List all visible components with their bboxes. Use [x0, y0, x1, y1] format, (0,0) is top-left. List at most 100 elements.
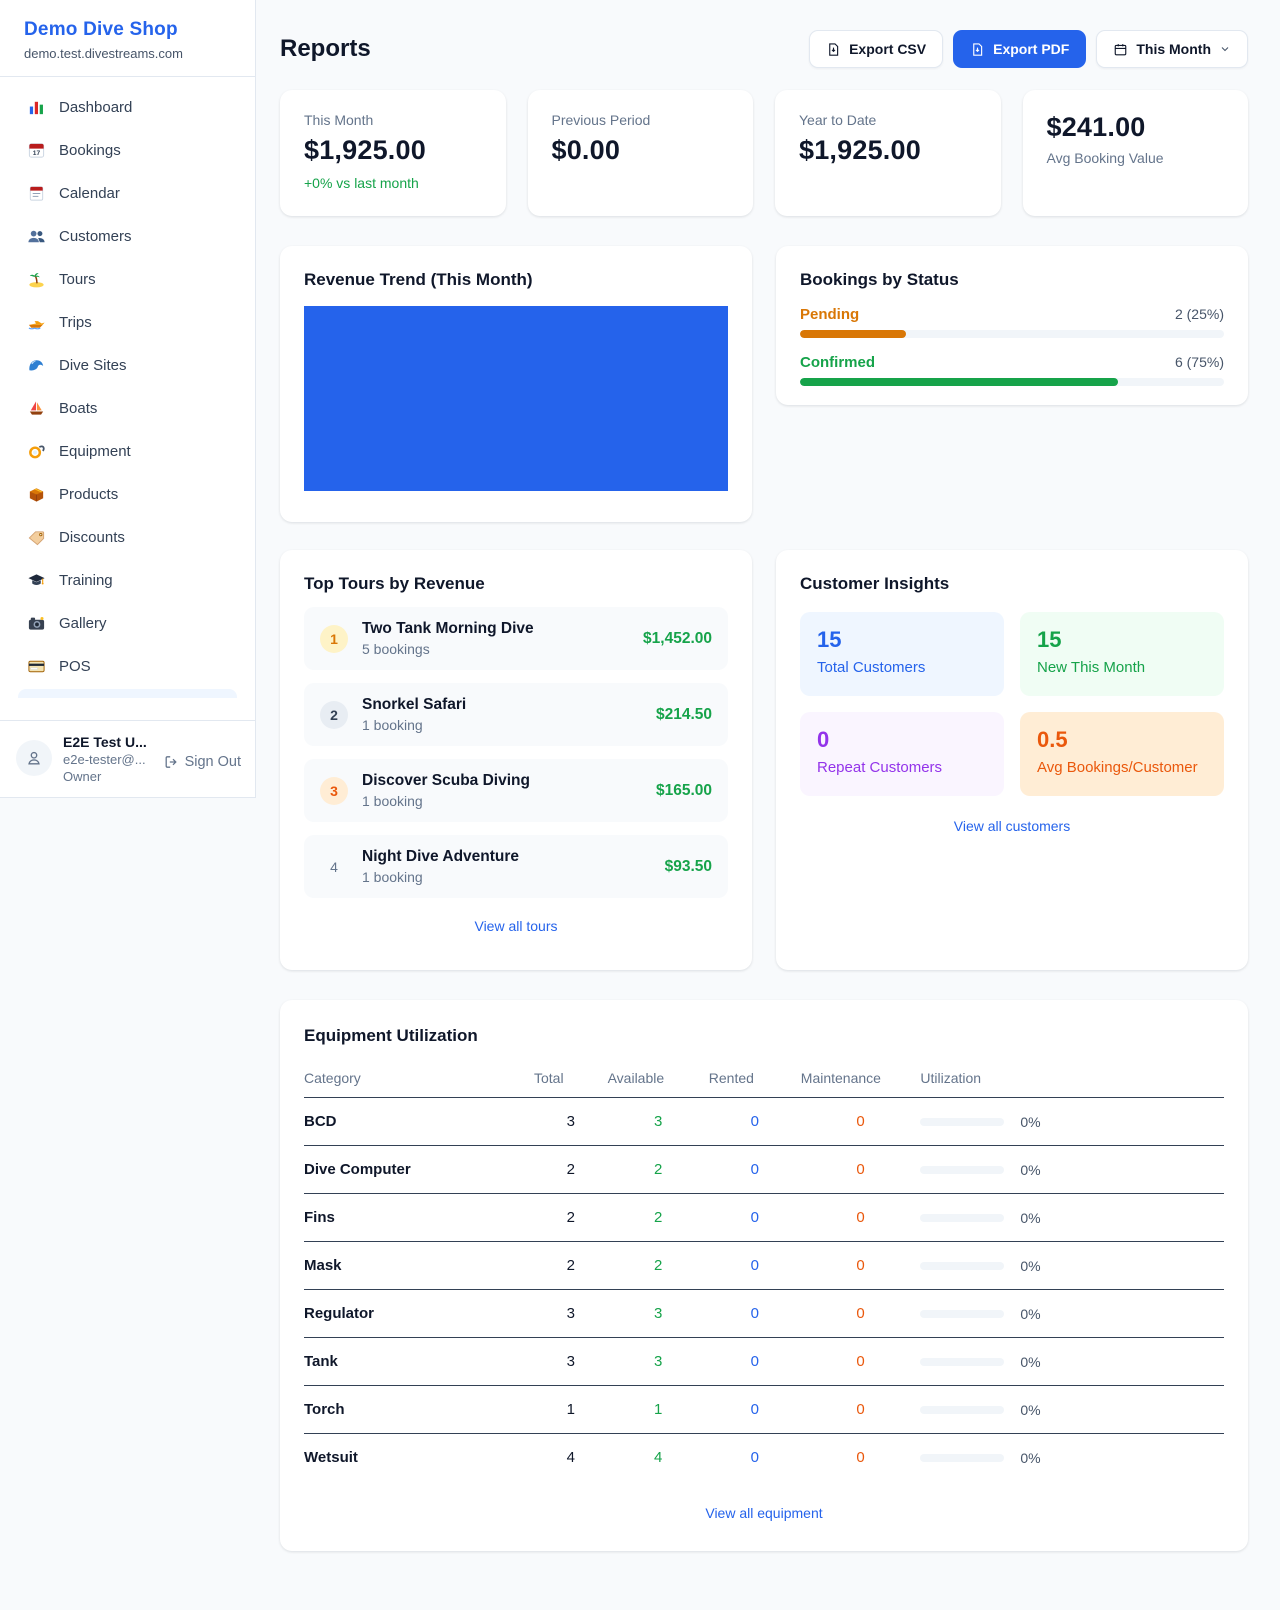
rank-badge: 4	[330, 858, 338, 875]
equipment-utilization-title: Equipment Utilization	[304, 1026, 478, 1045]
sidebar-item-training[interactable]: Training	[16, 560, 239, 600]
export-pdf-button[interactable]: Export PDF	[953, 30, 1087, 68]
page-header: Reports Export CSV Export PDF This Month	[280, 30, 1248, 68]
user-email: e2e-tester@...	[63, 752, 146, 767]
sidebar-item-dashboard[interactable]: Dashboard	[16, 87, 239, 127]
stat-card-previous-period: Previous Period $0.00	[527, 90, 753, 216]
pending-bar-track	[800, 330, 1224, 338]
top-tours-card: Top Tours by Revenue 1 Two Tank Morning …	[280, 550, 752, 970]
table-row: Regulator 3 3 0 0 0%	[304, 1289, 1224, 1338]
sidebar-item-label: Trips	[59, 313, 92, 331]
sidebar-item-label: Products	[59, 485, 119, 503]
utilization-bar	[920, 1309, 1005, 1318]
file-download-icon	[973, 42, 983, 56]
table-row: Wetsuit 4 4 0 0 0%	[304, 1449, 1041, 1466]
table-row: BCD 3 3 0 0 0%	[304, 1097, 1224, 1146]
stats-row: This Month $1,925.00 +0% vs last month P…	[280, 90, 1248, 216]
utilization-bar	[920, 1405, 1005, 1414]
page-title: Reports	[280, 35, 371, 62]
view-all-tours-link[interactable]: View all tours	[474, 918, 558, 934]
camera-icon	[26, 613, 46, 633]
main-content: Reports Export CSV Export PDF This Month…	[256, 0, 1280, 1591]
sign-out-button[interactable]: Sign Out	[163, 754, 241, 770]
sidebar-item-trips[interactable]: Trips	[16, 302, 239, 342]
sidebar-item-label: Tours	[59, 270, 96, 288]
utilization-bar	[920, 1453, 1005, 1462]
stat-card-year-to-date: Year to Date $1,925.00	[775, 90, 1001, 216]
tag-icon	[26, 527, 46, 547]
insight-tile-total-customers: 15 Total Customers	[800, 612, 1004, 696]
header-actions: Export CSV Export PDF This Month	[809, 30, 1248, 68]
user-info: E2E Test U... e2e-tester@... Owner	[63, 734, 152, 784]
graduation-cap-icon	[26, 570, 46, 590]
shop-name: Demo Dive Shop	[24, 19, 178, 40]
chevron-down-icon	[1221, 47, 1229, 52]
user-name: E2E Test U...	[63, 734, 147, 750]
sidebar-item-label: Training	[59, 571, 113, 589]
tour-row: 1 Two Tank Morning Dive 5 bookings $1,45…	[304, 607, 728, 670]
sidebar-item-label: Discounts	[59, 528, 125, 546]
insight-tile-new-this-month: 15 New This Month	[1020, 612, 1224, 696]
utilization-bar	[920, 1117, 1005, 1126]
calendar-date-icon: 17	[26, 140, 46, 160]
table-row: Tank 3 3 0 0 0%	[304, 1337, 1224, 1386]
sidebar-item-pos[interactable]: POS	[16, 646, 239, 686]
equipment-table-header: Category Total Available Rented Maintena…	[304, 1062, 1224, 1098]
sidebar-item-discounts[interactable]: Discounts	[16, 517, 239, 557]
charts-row: Revenue Trend (This Month) Bookings by S…	[280, 246, 1248, 522]
calendar-icon	[1115, 43, 1127, 55]
shop-domain: demo.test.divestreams.com	[24, 46, 183, 61]
sidebar-item-label: Dashboard	[59, 98, 133, 116]
sidebar-item-reports-active[interactable]	[18, 689, 237, 698]
sidebar-item-tours[interactable]: Tours	[16, 259, 239, 299]
top-tours-title: Top Tours by Revenue	[304, 574, 485, 593]
sidebar-item-label: Calendar	[59, 184, 120, 202]
bar-chart-icon	[26, 97, 46, 117]
sidebar-item-label: Customers	[59, 227, 132, 245]
rank-badge: 1	[320, 624, 348, 653]
revenue-trend-chart	[304, 306, 728, 491]
sidebar-item-dive-sites[interactable]: Dive Sites	[16, 345, 239, 385]
rank-badge: 2	[320, 700, 348, 729]
export-csv-button[interactable]: Export CSV	[809, 30, 944, 68]
period-selector[interactable]: This Month	[1096, 30, 1248, 68]
table-row: Mask 2 2 0 0 0%	[304, 1241, 1224, 1290]
tour-row: 2 Snorkel Safari 1 booking $214.50	[304, 683, 728, 746]
sidebar-item-bookings[interactable]: 17 Bookings	[16, 130, 239, 170]
sidebar-item-label: Bookings	[59, 141, 121, 159]
people-icon	[26, 226, 46, 246]
tour-row: 3 Discover Scuba Diving 1 booking $165.0…	[304, 759, 728, 822]
revenue-trend-title: Revenue Trend (This Month)	[304, 270, 533, 289]
sidebar-item-gallery[interactable]: Gallery	[16, 603, 239, 643]
revenue-trend-card: Revenue Trend (This Month)	[280, 246, 752, 522]
person-icon	[28, 751, 40, 765]
sidebar-item-label: Dive Sites	[59, 356, 127, 374]
utilization-bar	[920, 1165, 1005, 1174]
view-all-customers-link[interactable]: View all customers	[953, 818, 1071, 834]
pending-bar-fill	[800, 330, 906, 338]
utilization-bar	[920, 1213, 1005, 1222]
calendar-pad-icon	[26, 183, 46, 203]
confirmed-bar-fill	[800, 378, 1118, 386]
speedboat-icon	[26, 312, 46, 332]
sidebar-nav: Dashboard 17 Bookings Calendar Customers…	[0, 77, 255, 720]
sidebar-item-customers[interactable]: Customers	[16, 216, 239, 256]
logout-icon	[165, 756, 177, 768]
confirmed-bar-track	[800, 378, 1224, 386]
sidebar-item-boats[interactable]: Boats	[16, 388, 239, 428]
sidebar-item-products[interactable]: Products	[16, 474, 239, 514]
sidebar-item-equipment[interactable]: Equipment	[16, 431, 239, 471]
file-download-icon	[829, 42, 839, 56]
status-row-confirmed: Confirmed 6 (75%)	[800, 354, 1224, 386]
table-row: Dive Computer 2 2 0 0 0%	[304, 1145, 1224, 1194]
user-footer: E2E Test U... e2e-tester@... Owner Sign …	[0, 720, 255, 797]
table-row: Torch 1 1 0 0 0%	[304, 1385, 1224, 1434]
sidebar-item-label: Boats	[59, 399, 98, 417]
avatar	[16, 740, 52, 776]
equipment-table: Category Total Available Rented Maintena…	[304, 1062, 1224, 1481]
sidebar-item-label: Equipment	[59, 442, 131, 460]
view-all-equipment-link[interactable]: View all equipment	[705, 1505, 823, 1521]
insight-tile-repeat-customers: 0 Repeat Customers	[800, 712, 1004, 796]
insight-tile-avg-bookings: 0.5 Avg Bookings/Customer	[1020, 712, 1224, 796]
sidebar-item-calendar[interactable]: Calendar	[16, 173, 239, 213]
